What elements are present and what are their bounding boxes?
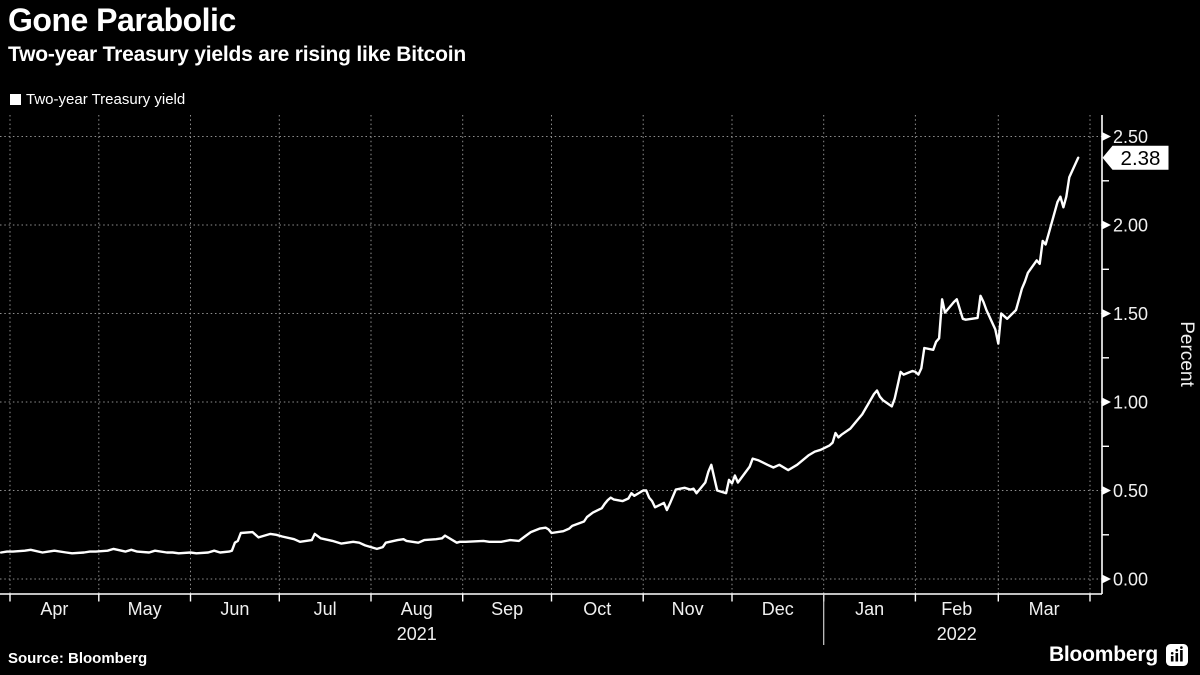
y-axis-tick-arrow	[1102, 309, 1111, 318]
y-axis-label: 2.50	[1113, 127, 1148, 147]
y-axis-tick-arrow	[1102, 220, 1111, 230]
y-axis-label: 1.00	[1113, 392, 1148, 412]
bloomberg-logo-text: Bloomberg	[1048, 643, 1158, 666]
chart-subtitle: Two-year Treasury yields are rising like…	[8, 43, 467, 66]
y-axis-title: Percent	[1176, 321, 1197, 387]
legend-label: Two-year Treasury yield	[26, 91, 186, 108]
last-value-badge	[1102, 145, 1169, 170]
x-axis-month-label: Jun	[220, 599, 249, 619]
x-axis-month-label: Jan	[855, 599, 884, 619]
bar-chart-icon	[1166, 644, 1188, 666]
y-axis-label: 2.00	[1113, 215, 1148, 235]
x-axis-month-label: Dec	[762, 599, 794, 619]
y-axis-tick-arrow	[1102, 132, 1111, 141]
legend-square-marker-icon	[10, 94, 21, 105]
yield-line-series	[0, 156, 1080, 555]
y-axis-tick-arrow	[1102, 486, 1111, 495]
x-axis-year-label: 2022	[937, 624, 977, 644]
y-axis-label: 0.50	[1113, 481, 1148, 501]
x-axis-month-label: Jul	[314, 599, 337, 619]
bloomberg-logo: Bloomberg	[1049, 643, 1188, 667]
chart-title: Gone Parabolic	[8, 2, 236, 38]
source-note: Source: Bloomberg	[8, 650, 148, 667]
x-axis-month-label: Apr	[40, 599, 68, 619]
y-axis-tick-arrow	[1102, 397, 1111, 407]
x-axis-month-label: Sep	[491, 599, 523, 619]
x-axis-month-label: Aug	[401, 599, 433, 619]
y-axis-label: 1.50	[1113, 304, 1148, 324]
x-axis-month-label: Nov	[672, 599, 704, 619]
x-axis-month-label: Mar	[1029, 599, 1060, 619]
x-axis-month-label: Oct	[583, 599, 611, 619]
y-axis-tick-arrow	[1102, 574, 1111, 584]
x-axis-month-label: May	[128, 599, 162, 619]
x-axis-month-label: Feb	[941, 599, 972, 619]
last-value-badge-label: 2.38	[1121, 147, 1161, 170]
legend: Two-year Treasury yield	[10, 91, 185, 108]
y-axis-label: 0.00	[1113, 569, 1148, 589]
x-axis-year-label: 2021	[397, 624, 437, 644]
